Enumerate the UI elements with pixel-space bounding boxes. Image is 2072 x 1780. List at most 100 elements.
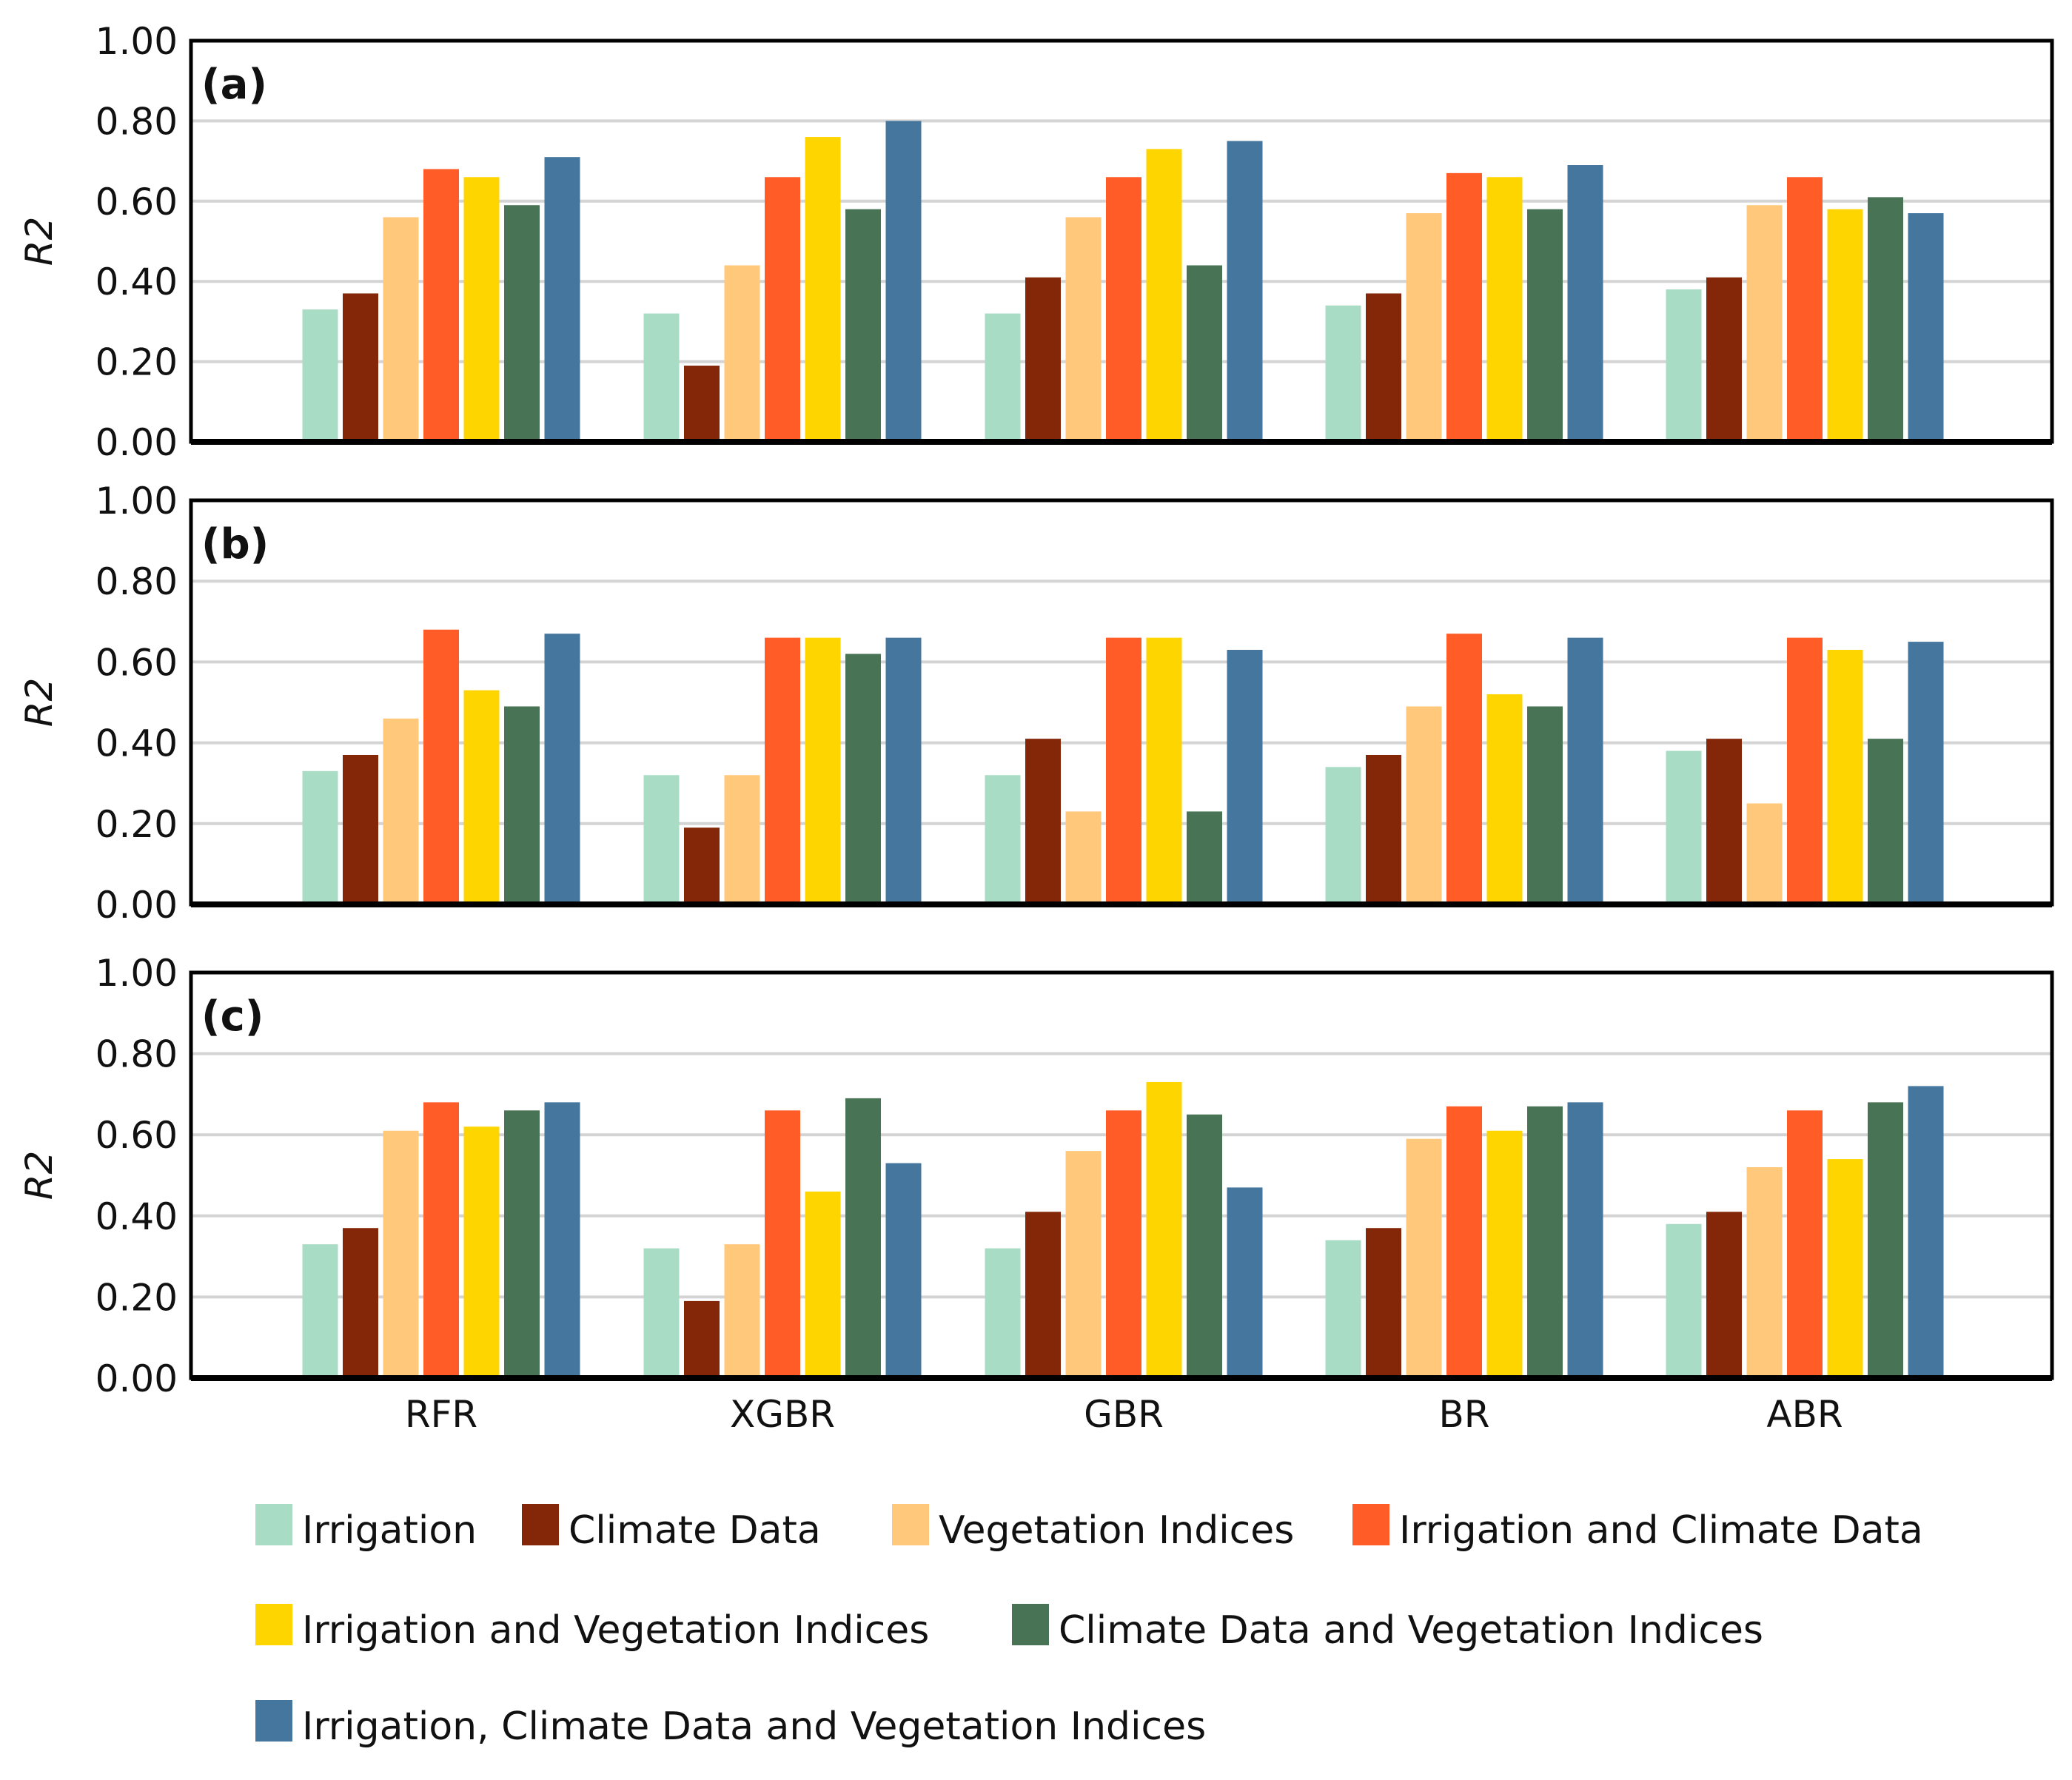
bar xyxy=(643,775,680,904)
bar xyxy=(1446,1106,1482,1378)
legend-label: Irrigation xyxy=(302,1508,477,1553)
legend-swatch xyxy=(892,1504,929,1545)
y-tick-label: 0.20 xyxy=(95,1276,178,1319)
bar xyxy=(1406,1138,1442,1378)
panel-label: (b) xyxy=(201,520,269,568)
bar xyxy=(765,637,800,904)
legend-label: Climate Data and Vegetation Indices xyxy=(1059,1608,1763,1653)
bar xyxy=(1908,213,1944,442)
bar xyxy=(1325,767,1361,904)
bar xyxy=(1106,1110,1141,1378)
bar xyxy=(1706,277,1742,442)
bar xyxy=(805,637,841,904)
bar xyxy=(1706,1212,1742,1378)
y-tick-label: 0.60 xyxy=(95,181,178,224)
y-tick-label: 0.60 xyxy=(95,1114,178,1157)
bar xyxy=(1868,1102,1903,1378)
legend-label: Irrigation and Vegetation Indices xyxy=(302,1608,929,1653)
bar xyxy=(985,313,1021,442)
bar xyxy=(724,1244,760,1378)
bar xyxy=(805,1191,841,1378)
bar xyxy=(724,775,760,904)
bar xyxy=(1146,149,1182,442)
bar xyxy=(1325,1240,1361,1378)
bar xyxy=(684,827,720,904)
bar xyxy=(1025,739,1061,904)
bar xyxy=(1366,1228,1401,1378)
bar xyxy=(1706,739,1742,904)
y-tick-label: 1.00 xyxy=(95,480,178,523)
bar xyxy=(1908,642,1944,904)
bar xyxy=(985,775,1021,904)
bar xyxy=(1227,1187,1263,1378)
x-tick-label: BR xyxy=(1438,1393,1489,1436)
bar xyxy=(544,634,580,904)
bar xyxy=(1446,172,1482,443)
bar xyxy=(504,706,540,904)
bar xyxy=(1567,1102,1603,1378)
bar xyxy=(1787,177,1823,442)
y-tick-label: 0.60 xyxy=(95,641,178,684)
bar xyxy=(684,1300,720,1378)
bar xyxy=(463,690,500,904)
x-tick-label: XGBR xyxy=(730,1393,835,1436)
bar xyxy=(1146,1081,1182,1378)
bar xyxy=(504,205,540,442)
bar xyxy=(885,1163,922,1378)
bar xyxy=(1666,1223,1702,1378)
legend-swatch xyxy=(255,1700,292,1742)
y-tick-label: 0.00 xyxy=(95,1357,178,1400)
bar xyxy=(302,1244,338,1378)
bar xyxy=(302,309,338,442)
bar xyxy=(423,629,459,904)
bar xyxy=(1065,217,1102,442)
bar xyxy=(1666,750,1702,904)
legend-swatch xyxy=(1012,1604,1049,1645)
bar xyxy=(1325,305,1361,442)
bar xyxy=(1406,213,1442,442)
bar xyxy=(643,1248,680,1378)
bar xyxy=(423,1102,459,1378)
bar xyxy=(1746,205,1783,442)
legend-label: Irrigation, Climate Data and Vegetation … xyxy=(302,1705,1206,1749)
y-tick-label: 0.80 xyxy=(95,560,178,603)
y-tick-label: 0.40 xyxy=(95,722,178,765)
bar xyxy=(1146,637,1182,904)
bar xyxy=(805,137,841,442)
legend-swatch xyxy=(255,1504,292,1545)
bar xyxy=(1567,637,1603,904)
legend-label: Climate Data xyxy=(569,1508,821,1553)
bar xyxy=(1827,650,1863,904)
bar xyxy=(544,157,580,442)
bar xyxy=(1366,754,1401,904)
y-tick-label: 0.80 xyxy=(95,100,178,143)
bar xyxy=(1065,811,1102,904)
x-tick-label: ABR xyxy=(1766,1393,1843,1436)
bar xyxy=(1666,289,1702,442)
bar xyxy=(1787,1110,1823,1378)
y-tick-label: 0.00 xyxy=(95,884,178,927)
bar xyxy=(1787,637,1823,904)
panel-label: (a) xyxy=(201,61,267,109)
bar xyxy=(1486,1130,1523,1378)
bar xyxy=(1567,165,1603,442)
legend-label: Irrigation and Climate Data xyxy=(1399,1508,1923,1553)
bar xyxy=(1527,706,1563,904)
bar xyxy=(885,637,922,904)
bar xyxy=(1106,637,1141,904)
bar xyxy=(1527,1106,1563,1378)
x-tick-label: GBR xyxy=(1084,1393,1164,1436)
bar xyxy=(1746,1167,1783,1378)
bar xyxy=(1025,1212,1061,1378)
bar xyxy=(504,1110,540,1378)
bar xyxy=(724,265,760,442)
bar xyxy=(1187,811,1222,904)
bar xyxy=(544,1102,580,1378)
bar xyxy=(1025,277,1061,442)
y-tick-label: 0.00 xyxy=(95,421,178,464)
bar xyxy=(302,770,338,904)
legend-swatch xyxy=(1352,1504,1389,1545)
bar xyxy=(845,209,881,442)
bar xyxy=(1486,694,1523,904)
